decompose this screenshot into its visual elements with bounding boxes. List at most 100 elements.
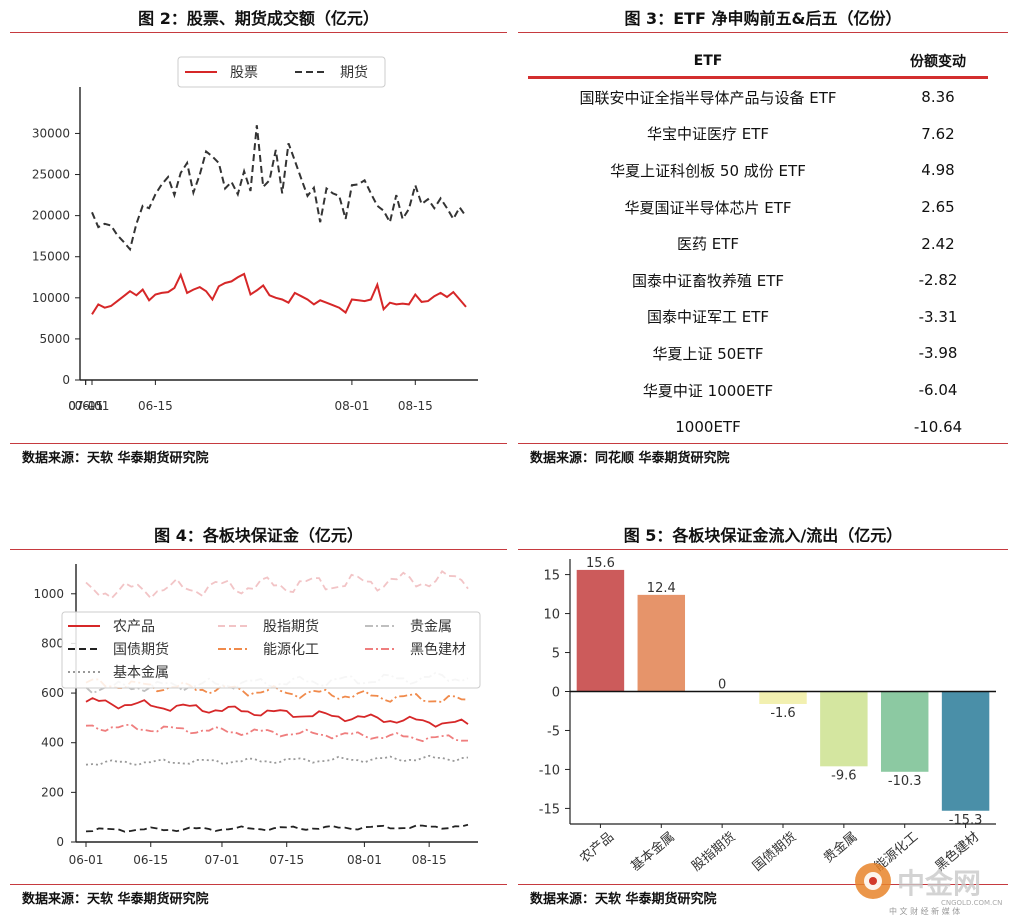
svg-text:中 文 财 经 新 媒 体: 中 文 财 经 新 媒 体 [889,906,960,915]
fig2-xtick-label: 06-15 [138,399,173,413]
fig5-bar-label: 15.6 [586,556,615,571]
fig4-series-5 [85,723,469,743]
fig4-ytick-label: 0 [56,835,64,849]
fig5-ytick-label: -5 [547,724,560,739]
fig4-legend-label: 基本金属 [113,664,169,681]
fig5-bar-label: -15.3 [949,813,983,828]
fig2-ytick-label: 20000 [32,209,70,223]
fig5-ytick-label: -10 [539,763,560,778]
fig5-source: 数据来源：天软 华泰期货研究院 [518,884,1008,914]
etf-change: -6.04 [918,381,958,400]
fig2-xtick-label: 07-15 [68,399,103,413]
fig4-xtick-label: 07-15 [269,853,304,867]
fig4-legend-label: 黑色建材 [410,641,466,658]
fig5-xtick-label: 基本金属 [628,829,678,875]
fig4-chart: 0 200 400 600 800 1000 06-01 06-15 07-01 07-15 08-… [33,564,481,867]
fig5-ytick-label: 10 [543,608,560,623]
fig4-ytick-label: 600 [41,686,64,700]
fig4-xtick-label: 06-15 [133,853,168,867]
fig4-source: 数据来源：天软 华泰期货研究院 [10,884,507,914]
fig4-xtick-label: 08-01 [347,853,382,867]
fig5-panel: 图 5：各板块保证金流入/流出（亿元） 15 10 5 0 -5 -10 -15 15.6 农产… [518,522,1008,914]
fig5-bar-label: 12.4 [647,581,676,596]
fig5-ytick-label: 0 [552,686,560,701]
fig2-legend-label: 股票 [230,65,258,81]
cngold-watermark: 中金网 CNGOLD.COM.CN 中 文 财 经 新 媒 体 [849,855,1009,916]
fig4-series-3 [85,823,469,833]
fig5-ytick-label: 15 [543,569,560,584]
fig4-ytick-label: 400 [41,736,64,750]
etf-name: 华夏国证半导体芯片 ETF [624,198,792,217]
fig3-panel: 图 3：ETF 净申购前五&后五（亿份） ETF 份额变动 国联安中证全指半导体… [518,5,1008,475]
fig2-legend: 股票 期货 [177,56,386,88]
etf-change: -3.31 [918,307,958,326]
fig2-xtick-label: 07-01 [68,399,103,413]
fig5-bar-label: 0 [718,678,726,693]
fig2-ytick-label: 10000 [32,291,70,305]
table-body: 国联安中证全指半导体产品与设备 ETF 8.36 华宝中证医疗 ETF 7.62 华夏上… [528,79,988,445]
table-row: 国泰中证畜牧养殖 ETF -2.82 [528,262,988,299]
fig2-series-stock [91,272,467,315]
fig2-ytick-label: 30000 [32,126,70,140]
fig5-bar-label: -9.6 [831,768,856,783]
fig4-ytick-label: 200 [41,785,64,799]
table-row: 国泰中证军工 ETF -3.31 [528,299,988,336]
etf-change: 8.36 [921,88,955,107]
fig2-ytick-label: 15000 [32,250,70,264]
etf-name: 国联安中证全指半导体产品与设备 ETF [579,88,837,107]
etf-name: 华夏中证 1000ETF [642,381,774,400]
etf-change: -10.64 [913,417,963,436]
fig5-bar [759,691,807,704]
svg-text:CNGOLD.COM.CN: CNGOLD.COM.CN [941,899,1002,907]
fig4-xtick-label: 06-01 [69,853,104,867]
table-row: 1000ETF -10.64 [528,408,988,445]
etf-change: -2.82 [918,271,958,290]
fig5-xtick-label: 国债期货 [749,829,799,875]
etf-name: 华夏上证 50ETF [652,344,764,363]
fig2-ytick-label: 25000 [32,168,70,182]
table-row: 华夏上证科创板 50 成份 ETF 4.98 [528,152,988,189]
fig4-xtick-label: 07-01 [205,853,240,867]
fig4-legend-box [61,611,481,689]
fig3-title: 图 3：ETF 净申购前五&后五（亿份） [518,5,1008,33]
fig5-xtick-label: 农产品 [577,830,617,867]
etf-change: 4.98 [921,161,955,180]
fig2-panel: 图 2：股票、期货成交额（亿元） 0 5000 10000 15000 20000 250… [10,5,507,475]
fig2-ytick-label: 5000 [39,332,70,346]
fig4-legend-label: 股指期货 [263,618,319,635]
fig2-legend-box [177,56,386,88]
fig4-xtick-label: 08-15 [412,853,447,867]
etf-change: 7.62 [921,124,955,143]
fig5-chart: 15 10 5 0 -5 -10 -15 15.6 农产品 12.4 基本金属 0 股指期货 -1.6 国债… [539,556,996,875]
fig2-series-futures [91,125,467,252]
fig3-source: 数据来源：同花顺 华泰期货研究院 [518,443,1008,473]
svg-text:中金网: 中金网 [897,867,981,900]
header-change: 份额变动 [910,53,966,70]
fig2-source: 数据来源：天软 华泰期货研究院 [10,443,507,473]
etf-name: 华宝中证医疗 ETF [646,125,770,144]
etf-change: 2.65 [921,198,955,217]
etf-change: 2.42 [921,234,955,253]
fig4-legend-label: 贵金属 [410,619,452,635]
fig5-bar-label: -1.6 [770,706,795,721]
etf-name: 华夏上证科创板 50 成份 ETF [610,161,806,180]
fig4-ytick-label: 1000 [33,587,64,601]
fig4-series-1 [85,570,469,600]
fig2-xtick-label: 08-15 [398,399,433,413]
table-header: ETF 份额变动 [528,45,988,79]
etf-table: ETF 份额变动 国联安中证全指半导体产品与设备 ETF 8.36 华宝中证医疗 E… [528,45,988,445]
fig5-title: 图 5：各板块保证金流入/流出（亿元） [518,522,1008,550]
fig2-chart: 0 5000 10000 15000 20000 25000 30000 06-01 06-15… [32,56,478,413]
fig5-bar [576,569,625,692]
table-row: 华夏中证 1000ETF -6.04 [528,372,988,409]
fig4-series-6 [85,754,469,766]
fig4-title: 图 4：各板块保证金（亿元） [10,522,507,550]
fig2-xtick-label: 06-01 [75,399,110,413]
fig5-bar [880,691,929,772]
etf-name: 1000ETF [675,417,741,436]
fig2-xtick-label: 08-01 [334,399,369,413]
fig5-ytick-label: 5 [552,647,560,662]
fig4-ytick-label: 800 [41,636,64,650]
fig5-xtick-label: 股指期货 [689,829,739,875]
